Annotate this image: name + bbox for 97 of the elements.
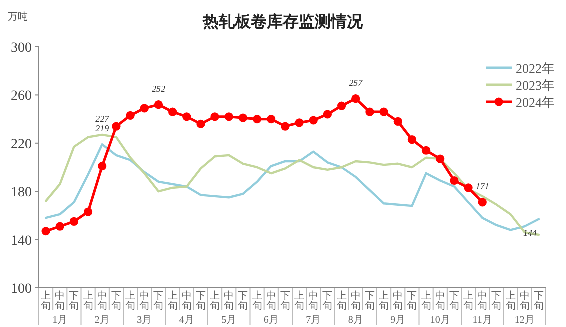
point <box>408 135 417 144</box>
x-tick-label: 上旬 <box>210 290 220 312</box>
point <box>84 208 93 216</box>
data-label: 257 <box>349 78 364 88</box>
data-label: 171 <box>476 181 490 192</box>
point <box>112 122 121 131</box>
point <box>56 222 64 231</box>
y-tick-label: 300 <box>11 41 32 56</box>
point <box>42 227 50 236</box>
point <box>210 112 220 122</box>
point <box>422 146 431 155</box>
legend-label: 2023年 <box>516 78 555 93</box>
point <box>380 108 388 116</box>
x-tick-label: 上旬 <box>294 290 305 312</box>
x-tick-label: 上旬 <box>379 290 390 312</box>
x-tick-label: 上旬 <box>168 290 178 312</box>
point <box>70 217 79 226</box>
chart-title: 热轧板卷库存监测情况 <box>202 13 364 31</box>
x-tick-label: 中旬 <box>224 290 234 312</box>
point <box>224 112 234 122</box>
text: 11月 <box>472 315 492 326</box>
data-label: 219 <box>96 124 110 134</box>
point <box>323 110 332 119</box>
y-axis-title: 万吨 <box>8 11 28 23</box>
x-tick-label: 下旬 <box>492 291 502 312</box>
x-tick-label: 上旬 <box>506 290 516 312</box>
point <box>252 115 262 124</box>
legend-label: 2024年 <box>516 95 555 110</box>
text: 9月 <box>390 315 406 326</box>
text: 8月 <box>348 315 364 326</box>
point <box>168 108 178 116</box>
point <box>196 120 206 128</box>
point <box>464 184 473 192</box>
text: 2月 <box>94 315 110 326</box>
text: 5月 <box>222 315 237 326</box>
point <box>140 104 149 113</box>
text: 12月 <box>514 315 535 326</box>
point <box>154 100 164 110</box>
x-tick-label: 下旬 <box>280 291 290 312</box>
y-tick-label: 220 <box>11 137 32 152</box>
x-tick-label: 下旬 <box>407 291 418 312</box>
x-tick-label: 下旬 <box>364 291 375 312</box>
point <box>182 112 192 122</box>
point <box>450 176 459 186</box>
y-tick-label: 180 <box>11 186 32 201</box>
text: 1月 <box>52 315 68 326</box>
y-tick-label: 100 <box>11 282 32 297</box>
x-tick-label: 中旬 <box>393 290 404 312</box>
x-tick-label: 下旬 <box>238 291 248 312</box>
text: 6月 <box>264 315 279 326</box>
y-tick-label: 140 <box>11 234 32 249</box>
point <box>295 118 304 128</box>
text: 10月 <box>430 315 450 326</box>
point <box>337 102 346 110</box>
point <box>238 114 248 122</box>
point <box>366 108 374 116</box>
text: 3月 <box>137 315 152 326</box>
point <box>98 162 107 171</box>
x-tick-label: 下旬 <box>69 291 80 312</box>
point <box>478 198 487 207</box>
point <box>394 117 402 126</box>
x-tick-label: 中旬 <box>350 290 361 312</box>
x-tick-label: 中旬 <box>520 290 530 312</box>
x-tick-label: 中旬 <box>182 290 192 312</box>
text: 4月 <box>179 315 194 326</box>
x-tick-label: 中旬 <box>435 290 446 312</box>
point <box>309 116 318 125</box>
x-tick-label: 中旬 <box>478 290 488 312</box>
x-tick-label: 中旬 <box>308 290 319 312</box>
point <box>126 111 135 120</box>
x-tick-label: 下旬 <box>449 291 460 312</box>
point <box>281 122 290 131</box>
x-tick-label: 上旬 <box>421 290 432 312</box>
x-tick-label: 上旬 <box>83 290 94 312</box>
x-tick-label: 下旬 <box>534 291 544 312</box>
x-tick-label: 上旬 <box>336 290 347 312</box>
x-tick-label: 下旬 <box>322 291 333 312</box>
data-label: 144 <box>523 228 538 238</box>
x-tick-label: 上旬 <box>252 290 262 312</box>
x-tick-label: 中旬 <box>140 290 150 312</box>
point <box>436 154 445 164</box>
x-tick-label: 下旬 <box>196 291 206 312</box>
data-label: 252 <box>152 84 166 94</box>
text: 7月 <box>306 315 322 326</box>
x-tick-label: 中旬 <box>97 290 108 312</box>
x-tick-label: 下旬 <box>111 291 122 312</box>
point <box>267 115 276 124</box>
x-tick-label: 上旬 <box>41 290 52 312</box>
x-tick-label: 上旬 <box>464 290 474 312</box>
x-tick-label: 中旬 <box>55 290 66 312</box>
x-tick-label: 中旬 <box>266 290 276 312</box>
y-tick-label: 260 <box>11 89 32 104</box>
point <box>352 94 360 104</box>
legend-label: 2022年 <box>516 61 555 76</box>
data-label: 227 <box>96 114 110 124</box>
x-tick-label: 上旬 <box>126 290 136 312</box>
x-tick-label: 下旬 <box>154 291 164 312</box>
